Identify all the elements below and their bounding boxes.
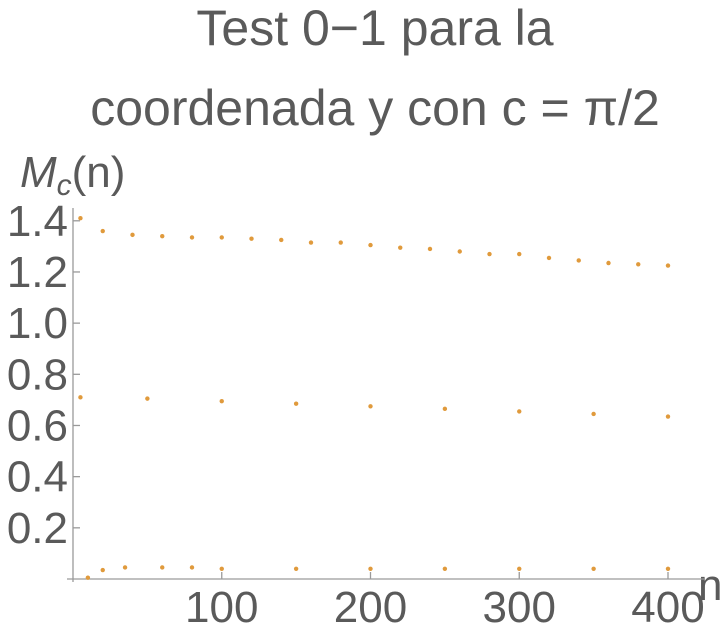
x-ticks: 100 200 300 400	[185, 572, 705, 632]
data-point	[145, 396, 150, 401]
data-point	[517, 251, 522, 257]
chart-title-line-2: coordenada y con c = π/2	[90, 80, 660, 136]
data-point	[368, 242, 373, 248]
data-point	[517, 566, 522, 571]
data-points	[78, 216, 671, 580]
data-point	[100, 567, 105, 573]
data-point	[189, 565, 195, 570]
data-point	[100, 228, 105, 234]
data-point	[219, 566, 224, 571]
y-axis-label-rest: (n)	[72, 148, 126, 197]
data-point	[189, 235, 195, 240]
series-2	[78, 395, 671, 419]
y-tick-label: 1.2	[7, 248, 68, 297]
x-tick-label: 300	[483, 583, 556, 632]
data-point	[442, 566, 448, 571]
data-point	[457, 249, 462, 254]
data-point	[219, 398, 224, 404]
data-point	[442, 406, 448, 412]
data-point	[427, 246, 433, 252]
data-point	[368, 404, 373, 409]
x-tick-label: 100	[185, 583, 258, 632]
data-point	[85, 575, 91, 580]
data-point	[665, 566, 671, 571]
y-tick-label: 0.6	[7, 401, 68, 450]
data-point	[636, 262, 641, 267]
data-point	[665, 263, 671, 268]
data-point	[308, 240, 314, 245]
chart-title-line-1: Test 0−1 para la	[196, 0, 553, 56]
data-point	[219, 235, 224, 240]
data-point	[130, 232, 135, 238]
y-ticks: 0.20.40.60.81.01.21.4	[7, 197, 80, 553]
data-point	[591, 566, 596, 571]
y-tick-label: 0.8	[7, 350, 68, 399]
data-point	[293, 566, 299, 571]
data-point	[398, 245, 403, 250]
data-point	[279, 237, 284, 243]
y-tick-label: 0.2	[7, 504, 68, 553]
data-point	[368, 566, 373, 571]
y-axis-label: Mc(n)	[20, 148, 125, 202]
data-point	[517, 409, 522, 414]
y-tick-label: 1.4	[7, 197, 68, 246]
data-point	[576, 258, 581, 263]
y-tick-label: 0.4	[7, 453, 68, 502]
data-point	[160, 565, 165, 570]
data-point	[78, 216, 83, 221]
data-point	[591, 411, 596, 417]
x-tick-label: 200	[334, 583, 407, 632]
chart-title: Test 0−1 para la coordenada y con c = π/…	[90, 0, 660, 136]
data-point	[546, 255, 552, 261]
y-axis-label-sub: c	[57, 169, 72, 202]
data-point	[160, 233, 165, 239]
y-tick-label: 1.0	[7, 299, 68, 348]
data-point	[122, 565, 128, 570]
data-point	[78, 395, 83, 400]
series-1	[78, 216, 671, 268]
x-tick-label: 400	[631, 583, 704, 632]
y-axis-label-base: M	[20, 148, 57, 197]
data-point	[487, 251, 492, 257]
data-point	[249, 236, 254, 241]
data-point	[338, 240, 343, 245]
data-point	[293, 401, 299, 406]
x-axis-label: n	[698, 561, 722, 610]
data-point	[606, 260, 611, 266]
data-point	[665, 414, 671, 419]
series-3	[85, 565, 671, 580]
